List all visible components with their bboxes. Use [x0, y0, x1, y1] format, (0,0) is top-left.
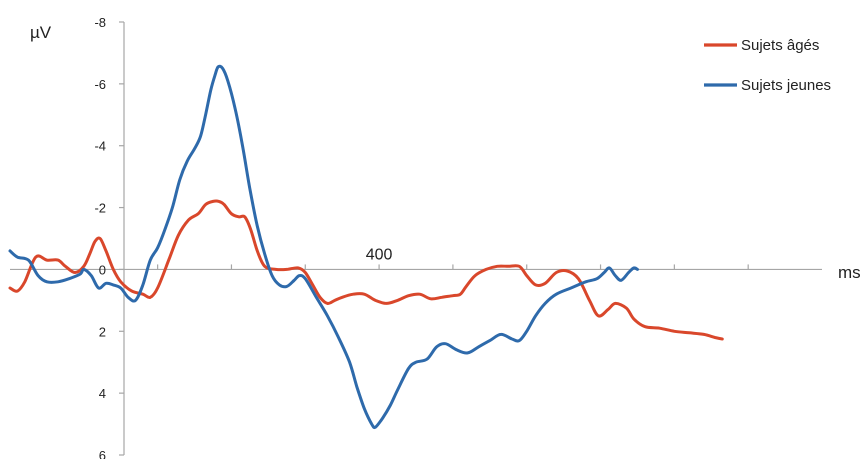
y-tick-label: 4 — [99, 386, 106, 401]
legend-label-sujets-ages: Sujets âgés — [741, 37, 819, 54]
series-line-sujets-ages — [8, 199, 724, 341]
y-tick-label: -6 — [94, 77, 106, 92]
y-axis-ticks: -8 -6 -4 -2 0 2 4 6 — [94, 15, 124, 459]
x-axis-unit-label: ms — [838, 263, 861, 282]
y-tick-label: -2 — [94, 201, 106, 216]
series-layer — [8, 64, 724, 430]
y-tick-label: 6 — [99, 448, 106, 459]
x-tick-label: 400 — [366, 246, 393, 263]
series-line-sujets-jeunes — [8, 64, 639, 430]
y-tick-label: 2 — [99, 324, 106, 339]
y-tick-label: 0 — [99, 262, 106, 277]
y-tick-label: -8 — [94, 15, 106, 30]
legend: Sujets âgés Sujets jeunes — [704, 37, 831, 94]
legend-label-sujets-jeunes: Sujets jeunes — [741, 77, 831, 94]
y-axis-unit-label: µV — [30, 23, 52, 42]
x-axis-ticks: 400 — [83, 246, 749, 270]
y-tick-label: -4 — [94, 139, 106, 154]
